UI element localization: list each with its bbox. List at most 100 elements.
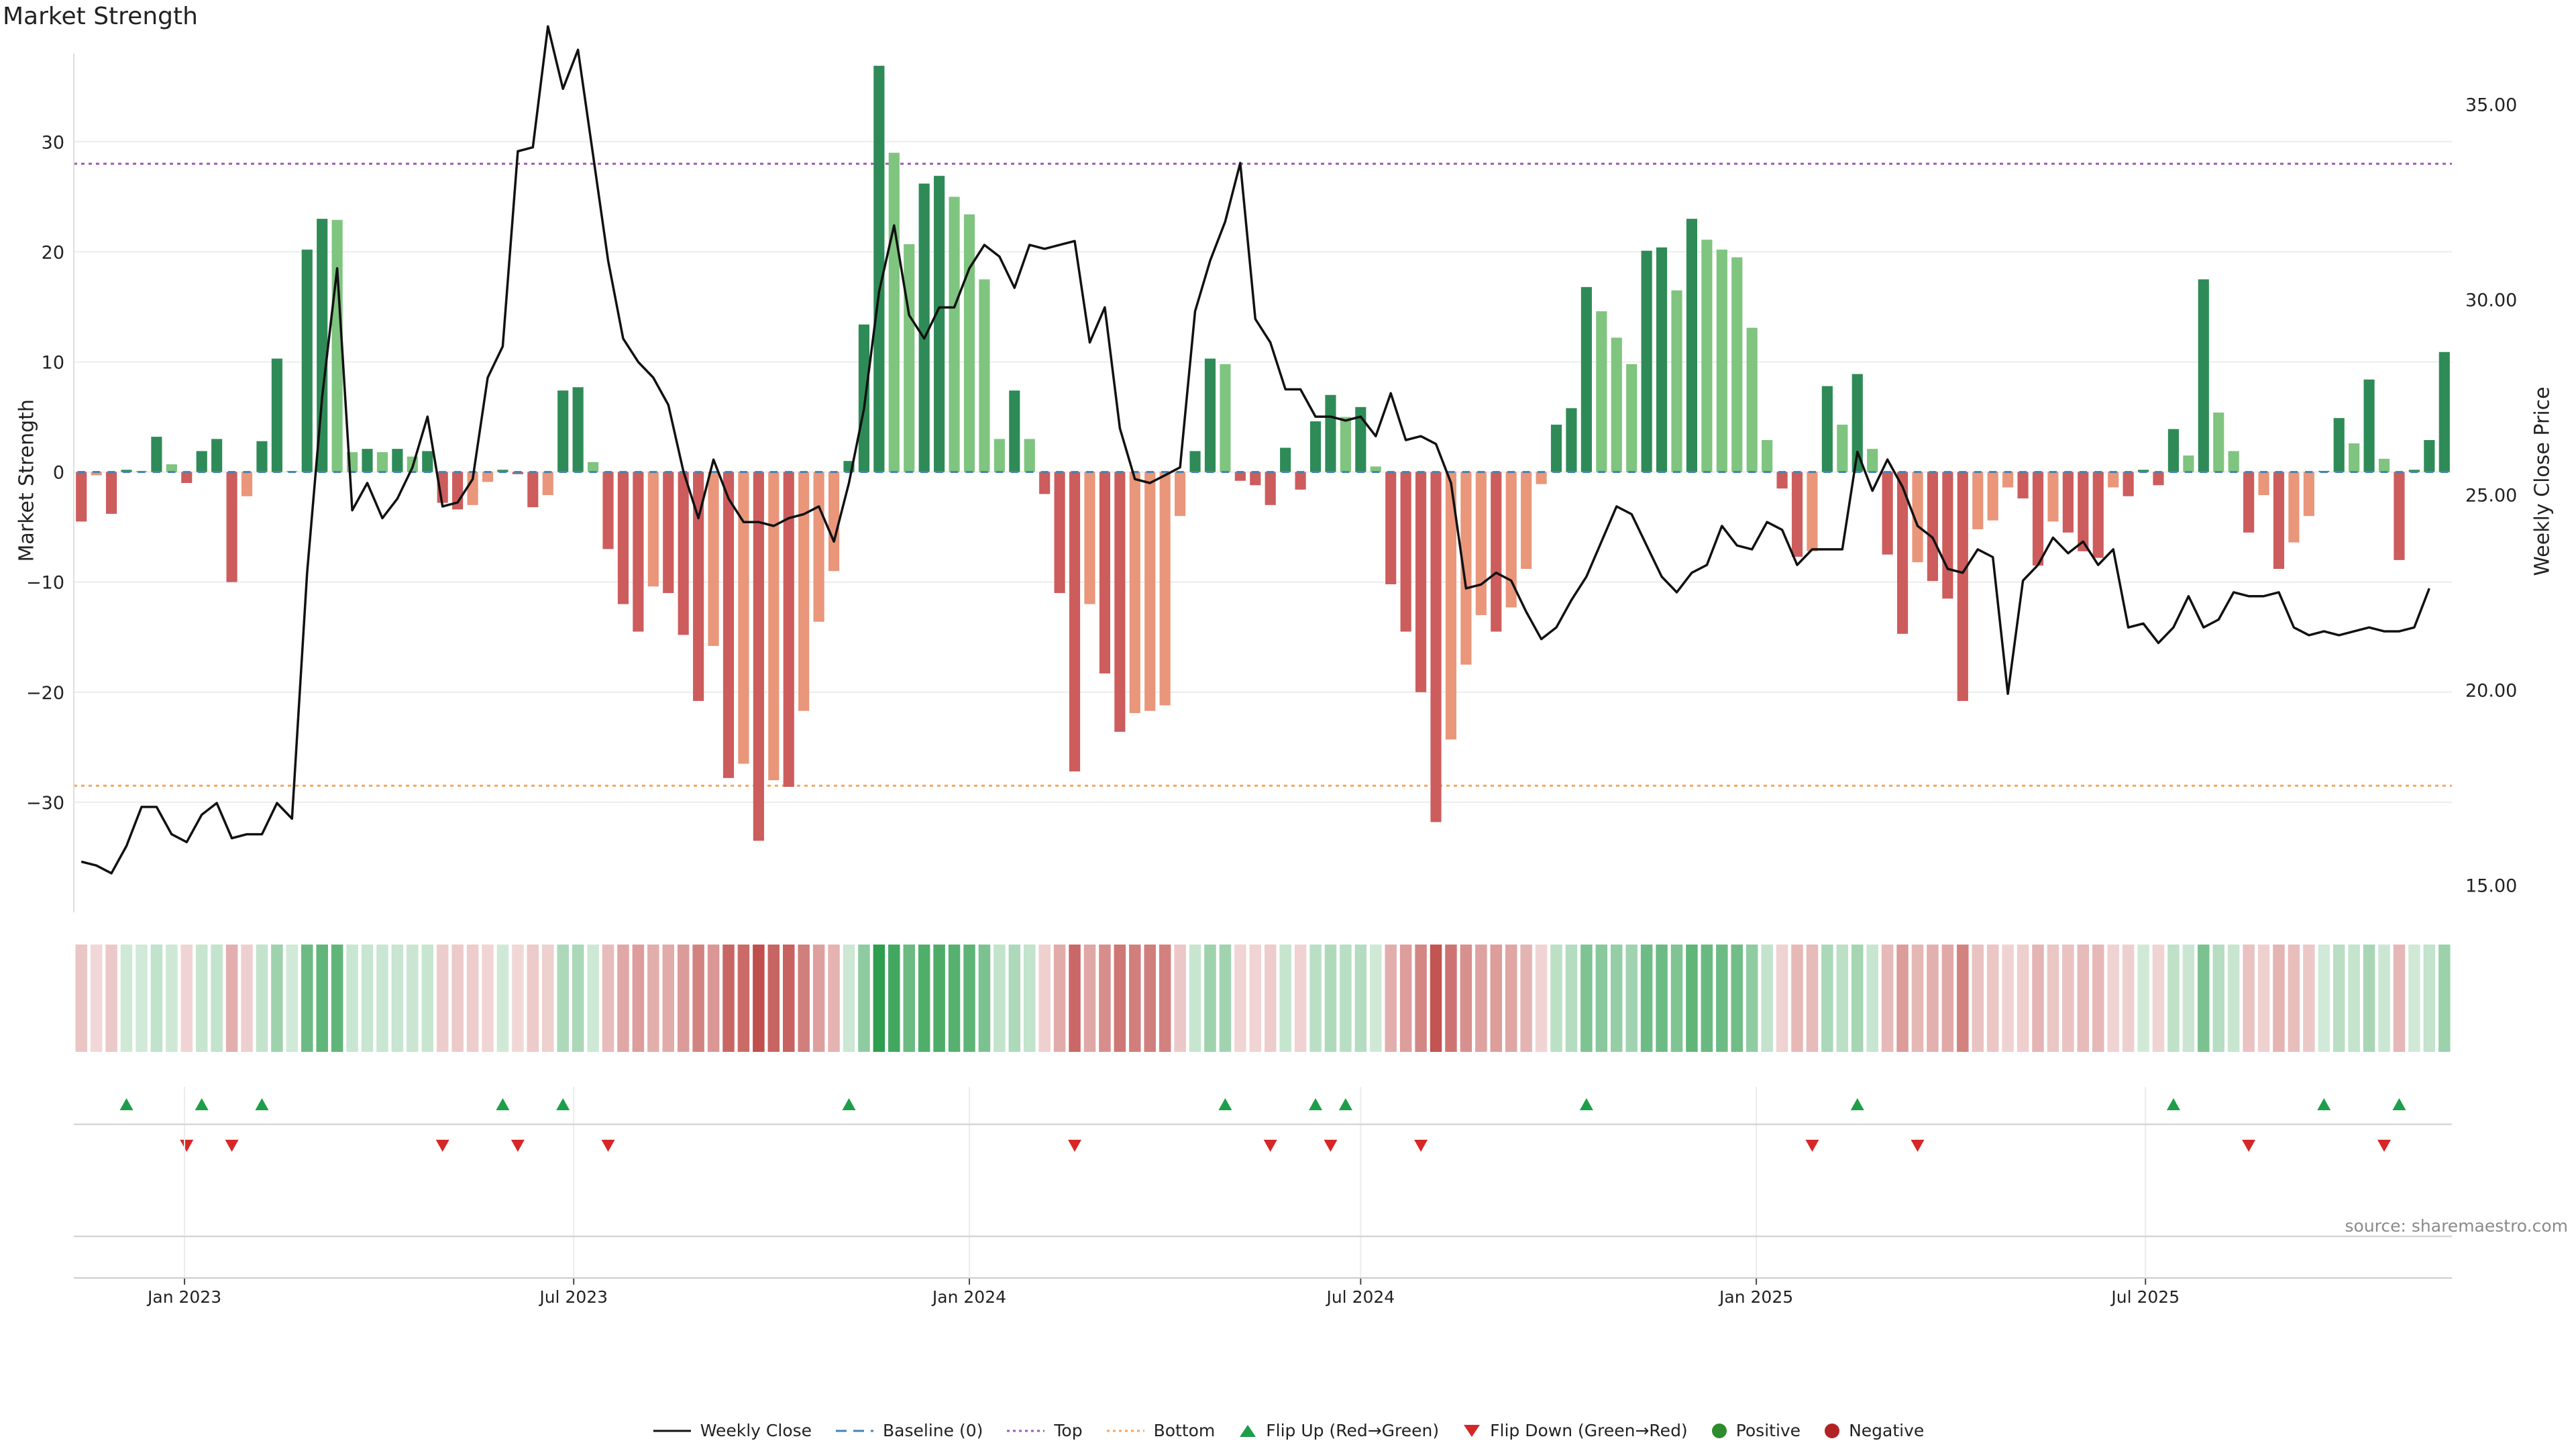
strength-bar: [934, 176, 945, 472]
axes: 30 20 10 0 −10 −20 −30 35.00 30.00 25.00 20.00 15.0…: [26, 54, 2517, 912]
strength-bar: [2137, 470, 2149, 472]
strength-bar: [572, 387, 584, 472]
flip-down-marker: [1068, 1140, 1082, 1152]
heat-cell: [994, 945, 1006, 1052]
heat-cell: [888, 945, 900, 1052]
heat-cell: [1324, 945, 1337, 1052]
heat-cell: [1625, 945, 1638, 1052]
heat-cell: [1370, 945, 1382, 1052]
strength-bar: [467, 472, 478, 505]
strength-bar: [1234, 472, 1246, 481]
strength-bar: [241, 472, 253, 496]
strength-bar: [91, 472, 102, 476]
heat-cell: [1023, 945, 1036, 1052]
heat-cell: [662, 945, 675, 1052]
strength-bar: [994, 439, 1005, 472]
legend: Weekly Close Baseline (0) Top Bottom Fli…: [0, 1421, 2576, 1440]
y-tick-label: −10: [26, 573, 64, 594]
heat-cell: [496, 945, 509, 1052]
heat-cell: [1716, 945, 1728, 1052]
y-tick-label: 20: [42, 242, 64, 263]
heat-cell: [2077, 945, 2090, 1052]
heat-cell: [301, 945, 313, 1052]
heat-cell: [180, 945, 193, 1052]
legend-top: Top: [1006, 1421, 1083, 1440]
heat-cell: [572, 945, 584, 1052]
heat-cell: [512, 945, 524, 1052]
heat-cell: [1069, 945, 1081, 1052]
heat-cell: [677, 945, 690, 1052]
heat-cell: [421, 945, 434, 1052]
flip-down-marker: [435, 1140, 449, 1152]
flip-markers: [119, 1098, 2406, 1152]
flip-down-marker: [2377, 1140, 2392, 1152]
flip-down-icon: [1464, 1424, 1481, 1437]
strength-bar: [2167, 429, 2179, 472]
heat-cell: [1460, 945, 1472, 1052]
strength-bar: [722, 472, 735, 778]
heat-cell: [722, 945, 735, 1052]
strength-bar: [2228, 451, 2239, 472]
heat-cell: [2152, 945, 2165, 1052]
strength-bar: [1791, 472, 1803, 557]
legend-weekly-close-label: Weekly Close: [700, 1421, 812, 1440]
strength-bar: [1024, 439, 1035, 472]
x-tick-label: Jan 2024: [931, 1287, 1006, 1307]
strength-bar: [587, 462, 599, 472]
y2-tick-label: 25.00: [2465, 485, 2517, 506]
heat-cell: [1264, 945, 1277, 1052]
strength-bar: [1731, 257, 1743, 472]
heat-cell: [2288, 945, 2300, 1052]
strength-bar: [768, 472, 780, 781]
heat-cell: [346, 945, 358, 1052]
heat-cell: [1490, 945, 1503, 1052]
strength-bar: [1204, 358, 1216, 472]
flip-down-marker: [225, 1140, 239, 1152]
heat-cell: [2243, 945, 2255, 1052]
heat-cell: [1340, 945, 1352, 1052]
strength-bar: [151, 437, 162, 472]
heat-cell: [948, 945, 961, 1052]
heat-cell: [858, 945, 870, 1052]
heat-cell: [798, 945, 810, 1052]
strength-bar: [979, 279, 990, 472]
strength-bar: [1626, 364, 1638, 472]
strength-bar: [1039, 472, 1051, 494]
heat-cell: [1354, 945, 1367, 1052]
strength-bar: [2349, 443, 2360, 472]
strength-bar: [1370, 466, 1381, 472]
heat-cell: [211, 945, 223, 1052]
strength-bar: [271, 358, 282, 472]
y-tick-label: −30: [26, 793, 64, 814]
legend-negative: Negative: [1823, 1421, 1924, 1440]
strength-bar: [1099, 472, 1110, 674]
strength-bar: [181, 472, 193, 483]
legend-bottom: Bottom: [1106, 1421, 1215, 1440]
strength-bar: [2378, 458, 2390, 472]
flip-up-icon: [1240, 1424, 1256, 1437]
strength-bar: [1837, 425, 1848, 472]
strength-bar: [301, 250, 313, 472]
heat-cell: [1595, 945, 1608, 1052]
negative-dot-icon: [1825, 1423, 1840, 1438]
flip-up-marker: [2166, 1098, 2180, 1110]
heat-cell: [978, 945, 991, 1052]
strength-bar: [1505, 472, 1517, 608]
strength-bar: [1686, 219, 1698, 472]
strength-bar: [1776, 472, 1788, 489]
flip-down-marker: [1263, 1140, 1277, 1152]
heat-cell: [2363, 945, 2375, 1052]
y-tick-label: 0: [53, 463, 64, 484]
y2-tick-label: 15.00: [2465, 875, 2517, 896]
heat-cell: [1746, 945, 1758, 1052]
flip-up-marker: [1309, 1098, 1323, 1110]
strength-bar: [738, 472, 749, 764]
heat-cell: [331, 945, 343, 1052]
heat-cell: [1656, 945, 1668, 1052]
heat-cell: [482, 945, 494, 1052]
heat-cell: [1941, 945, 1954, 1052]
strength-bar: [1069, 472, 1081, 771]
heat-cell: [963, 945, 975, 1052]
heat-cell: [1114, 945, 1126, 1052]
